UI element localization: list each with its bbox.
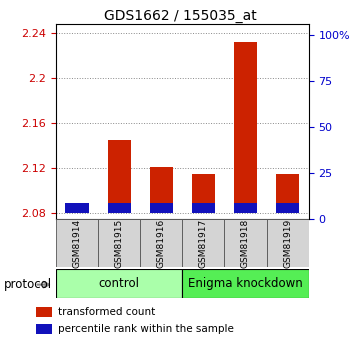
Text: transformed count: transformed count xyxy=(58,307,156,317)
FancyBboxPatch shape xyxy=(182,269,309,298)
Bar xyxy=(36,307,52,317)
Text: GSM81916: GSM81916 xyxy=(157,219,166,268)
Text: control: control xyxy=(99,277,140,290)
Bar xyxy=(65,203,88,214)
Bar xyxy=(276,174,299,214)
Text: protocol: protocol xyxy=(4,278,52,291)
FancyBboxPatch shape xyxy=(225,219,266,267)
Bar xyxy=(65,207,88,214)
FancyBboxPatch shape xyxy=(56,269,182,298)
Text: GDS1662 / 155035_at: GDS1662 / 155035_at xyxy=(104,9,257,23)
Bar xyxy=(108,140,131,214)
Bar xyxy=(150,203,173,214)
Bar xyxy=(150,167,173,214)
Bar xyxy=(234,42,257,214)
Bar xyxy=(234,203,257,214)
FancyBboxPatch shape xyxy=(98,219,140,267)
FancyBboxPatch shape xyxy=(56,219,98,267)
Bar xyxy=(192,203,215,214)
Text: percentile rank within the sample: percentile rank within the sample xyxy=(58,324,234,334)
Text: GSM81914: GSM81914 xyxy=(73,219,82,268)
Text: GSM81917: GSM81917 xyxy=(199,219,208,268)
FancyBboxPatch shape xyxy=(140,219,182,267)
Text: GSM81919: GSM81919 xyxy=(283,219,292,268)
Text: GSM81915: GSM81915 xyxy=(115,219,123,268)
Bar xyxy=(276,203,299,214)
FancyBboxPatch shape xyxy=(182,219,225,267)
FancyBboxPatch shape xyxy=(266,219,309,267)
Text: Enigma knockdown: Enigma knockdown xyxy=(188,277,303,290)
Bar xyxy=(192,174,215,214)
Text: GSM81918: GSM81918 xyxy=(241,219,250,268)
Bar xyxy=(36,324,52,334)
Bar xyxy=(108,203,131,214)
